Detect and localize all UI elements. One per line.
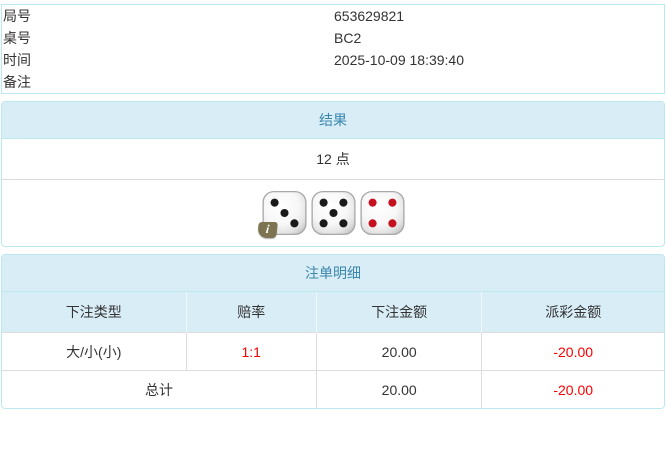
- bet-amount-value: 20.00: [315, 332, 482, 371]
- table-row-remark: 备注: [2, 71, 664, 93]
- total-label: 总计: [2, 370, 317, 408]
- bets-panel: 注单明细 下注类型 赔率 下注金额 派彩金额 大/小(小) 1:1 20.00 …: [1, 254, 665, 409]
- col-payout-amount: 派彩金额: [481, 292, 664, 333]
- time-value: 2025-10-09 18:39:40: [334, 52, 464, 68]
- col-odds: 赔率: [185, 292, 317, 333]
- bets-panel-title: 注单明细: [2, 255, 664, 292]
- dice-row: i: [2, 180, 664, 246]
- remark-value: [333, 71, 664, 93]
- total-payout-value: -20.00: [481, 370, 664, 408]
- table-id-value: BC2: [334, 30, 362, 46]
- table-row-round-id: 局号 653629821: [2, 5, 664, 27]
- bet-row: 大/小(小) 1:1 20.00 -20.00: [2, 332, 664, 371]
- table-row-time: 时间 2025-10-09 18:39:40: [2, 49, 664, 71]
- round-id-value: 653629821: [334, 8, 405, 24]
- bets-table: 下注类型 赔率 下注金额 派彩金额 大/小(小) 1:1 20.00 -20.0…: [2, 292, 664, 408]
- die-1-face-3: i: [256, 189, 307, 238]
- result-panel: 结果 12 点 i: [1, 101, 665, 247]
- die-3-face-4: [359, 189, 405, 237]
- result-panel-title: 结果: [2, 102, 664, 139]
- round-id-label: 局号: [3, 8, 31, 24]
- col-bet-amount: 下注金额: [315, 292, 482, 333]
- remark-label: 备注: [3, 74, 31, 90]
- result-points: 12 点: [2, 139, 664, 180]
- info-icon: i: [256, 222, 278, 238]
- game-result-page: 局号 653629821 桌号 BC2 时间 2025-10-09 18:39:…: [1, 0, 665, 409]
- time-label: 时间: [3, 52, 31, 68]
- total-amount-value: 20.00: [315, 370, 482, 408]
- round-info-table: 局号 653629821 桌号 BC2 时间 2025-10-09 18:39:…: [1, 4, 665, 94]
- table-row-table-id: 桌号 BC2: [2, 27, 664, 49]
- col-bet-type: 下注类型: [2, 292, 187, 333]
- total-row: 总计 20.00 -20.00: [2, 370, 664, 408]
- bet-odds-value: 1:1: [185, 332, 317, 371]
- table-id-label: 桌号: [3, 30, 31, 46]
- bets-header-row: 下注类型 赔率 下注金额 派彩金额: [2, 292, 664, 333]
- bet-payout-value: -20.00: [481, 332, 664, 371]
- bet-type-value: 大/小(小): [2, 332, 187, 371]
- die-2-face-5: [310, 189, 356, 237]
